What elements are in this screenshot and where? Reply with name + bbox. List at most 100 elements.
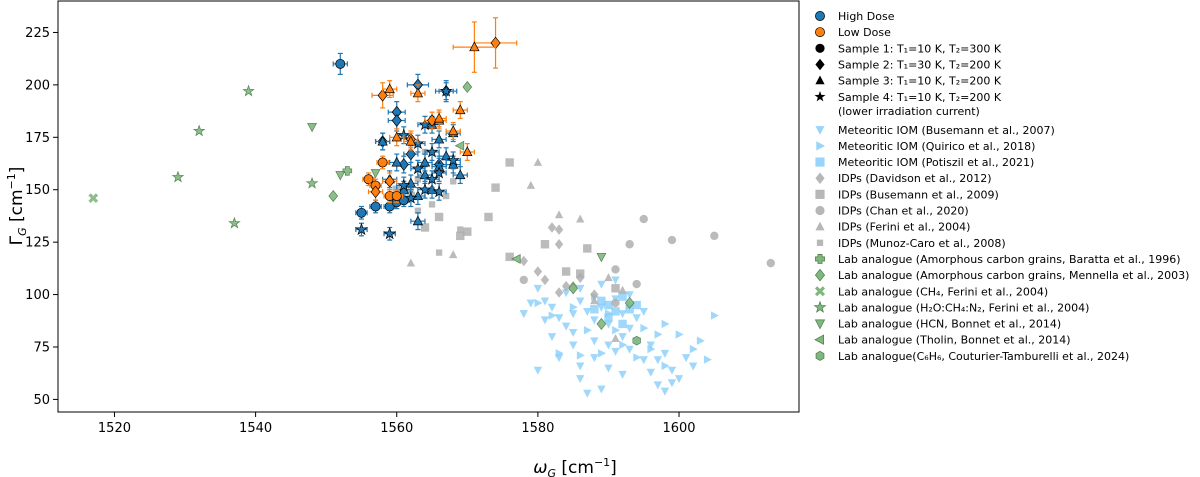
data-point (640, 323, 649, 333)
data-point (710, 311, 719, 320)
data-point (632, 314, 641, 323)
data-point (681, 354, 691, 363)
data-point (632, 279, 641, 289)
data-point (555, 349, 564, 358)
data-point (611, 265, 620, 274)
legend-label: Sample 4: T₁=10 K, T₂=200 K (838, 91, 1002, 104)
legend-marker (815, 172, 825, 184)
data-point (689, 344, 698, 354)
data-point (624, 296, 635, 310)
sample-point (356, 207, 367, 218)
data-point (583, 244, 592, 253)
plot-frame (57, 0, 800, 413)
data-point (583, 389, 592, 398)
data-point (590, 296, 599, 305)
data-point (654, 330, 663, 339)
y-tick-label: 150 (25, 183, 50, 198)
data-point (583, 326, 592, 335)
sample-point (377, 89, 388, 102)
data-point (766, 258, 775, 268)
data-point (568, 328, 578, 337)
data-point (667, 379, 677, 388)
data-point (420, 223, 430, 232)
sample-point (383, 226, 397, 240)
data-point (639, 307, 648, 316)
data-point (646, 341, 655, 350)
legend-label: Meteoritic IOM (Potiszil et al., 2021) (838, 156, 1034, 169)
data-point (569, 302, 578, 312)
data-point (576, 269, 585, 278)
sample-point (433, 112, 445, 123)
legend-label: High Dose (838, 10, 895, 23)
legend-marker (815, 189, 825, 199)
sample-point (412, 87, 424, 98)
y-tick-label: 175 (25, 131, 50, 146)
sample-point (455, 104, 466, 115)
data-point (540, 316, 550, 325)
legend-marker (815, 11, 825, 21)
data-point (491, 183, 500, 192)
legend-marker (815, 157, 825, 167)
data-point (435, 249, 443, 256)
x-axis-label: ωG [cm−1] (533, 456, 617, 477)
data-point (625, 305, 634, 314)
data-point (639, 356, 648, 365)
data-point (597, 385, 606, 394)
sample-point (419, 156, 431, 167)
sample-point (354, 222, 368, 236)
data-point (618, 370, 627, 379)
legend-marker (815, 43, 825, 53)
data-point (625, 324, 634, 333)
sample-point (384, 83, 395, 94)
data-point (463, 227, 472, 236)
axis-ticks: 1520 1540 1560 1580 1600 50 75 100 125 150 175 200 2… (25, 26, 695, 436)
sample-point (439, 84, 453, 97)
data-point (604, 320, 613, 329)
sample-point (404, 191, 418, 204)
data-point (660, 387, 670, 396)
legend-label: Lab analogue (HCN, Bonnet et al., 2014) (838, 318, 1061, 331)
data-point (540, 274, 550, 286)
data-point (611, 284, 620, 293)
x-tick-label: 1520 (98, 421, 131, 436)
sample-point (391, 156, 402, 167)
data-point (604, 313, 613, 322)
legend-marker (814, 268, 826, 282)
sample-point (405, 135, 417, 146)
legend-label: Sample 2: T₁=30 K, T₂=200 K (838, 58, 1002, 71)
data-point (540, 240, 550, 249)
data-point (618, 319, 627, 329)
legend-label: IDPs (Ferini et al., 2004) (838, 221, 970, 234)
data-point (625, 345, 634, 354)
data-point (454, 140, 465, 151)
data-point (618, 285, 627, 294)
legend-label: Sample 3: T₁=10 K, T₂=200 K (838, 75, 1002, 88)
data-point (534, 298, 543, 308)
x-tick-label: 1540 (239, 421, 272, 436)
data-point (611, 276, 620, 285)
data-point (675, 330, 684, 339)
legend-label: Meteoritic IOM (Busemann et al., 2007) (838, 124, 1055, 137)
sample-point (418, 182, 432, 196)
data-point (653, 381, 663, 390)
data-point (619, 340, 628, 350)
data-point (568, 282, 579, 295)
legend-marker (815, 221, 825, 231)
sample-point (370, 185, 381, 199)
data-point (533, 157, 543, 166)
y-tick-label: 75 (33, 340, 50, 355)
data-point (450, 178, 457, 185)
data-point (434, 212, 444, 222)
data-point (604, 300, 613, 310)
data-point (597, 280, 606, 289)
data-point (428, 201, 436, 208)
legend-label: Lab analogue(C₆H₆, Couturier-Tamburelli … (838, 350, 1129, 363)
data-point (526, 299, 536, 308)
data-point (618, 310, 627, 319)
legend-label: Lab analogue (H₂O:CH₄:N₂, Ferini et al.,… (838, 301, 1089, 314)
sample-point (397, 178, 411, 192)
data-point (547, 222, 557, 233)
data-point (192, 124, 206, 137)
data-point (590, 337, 599, 346)
